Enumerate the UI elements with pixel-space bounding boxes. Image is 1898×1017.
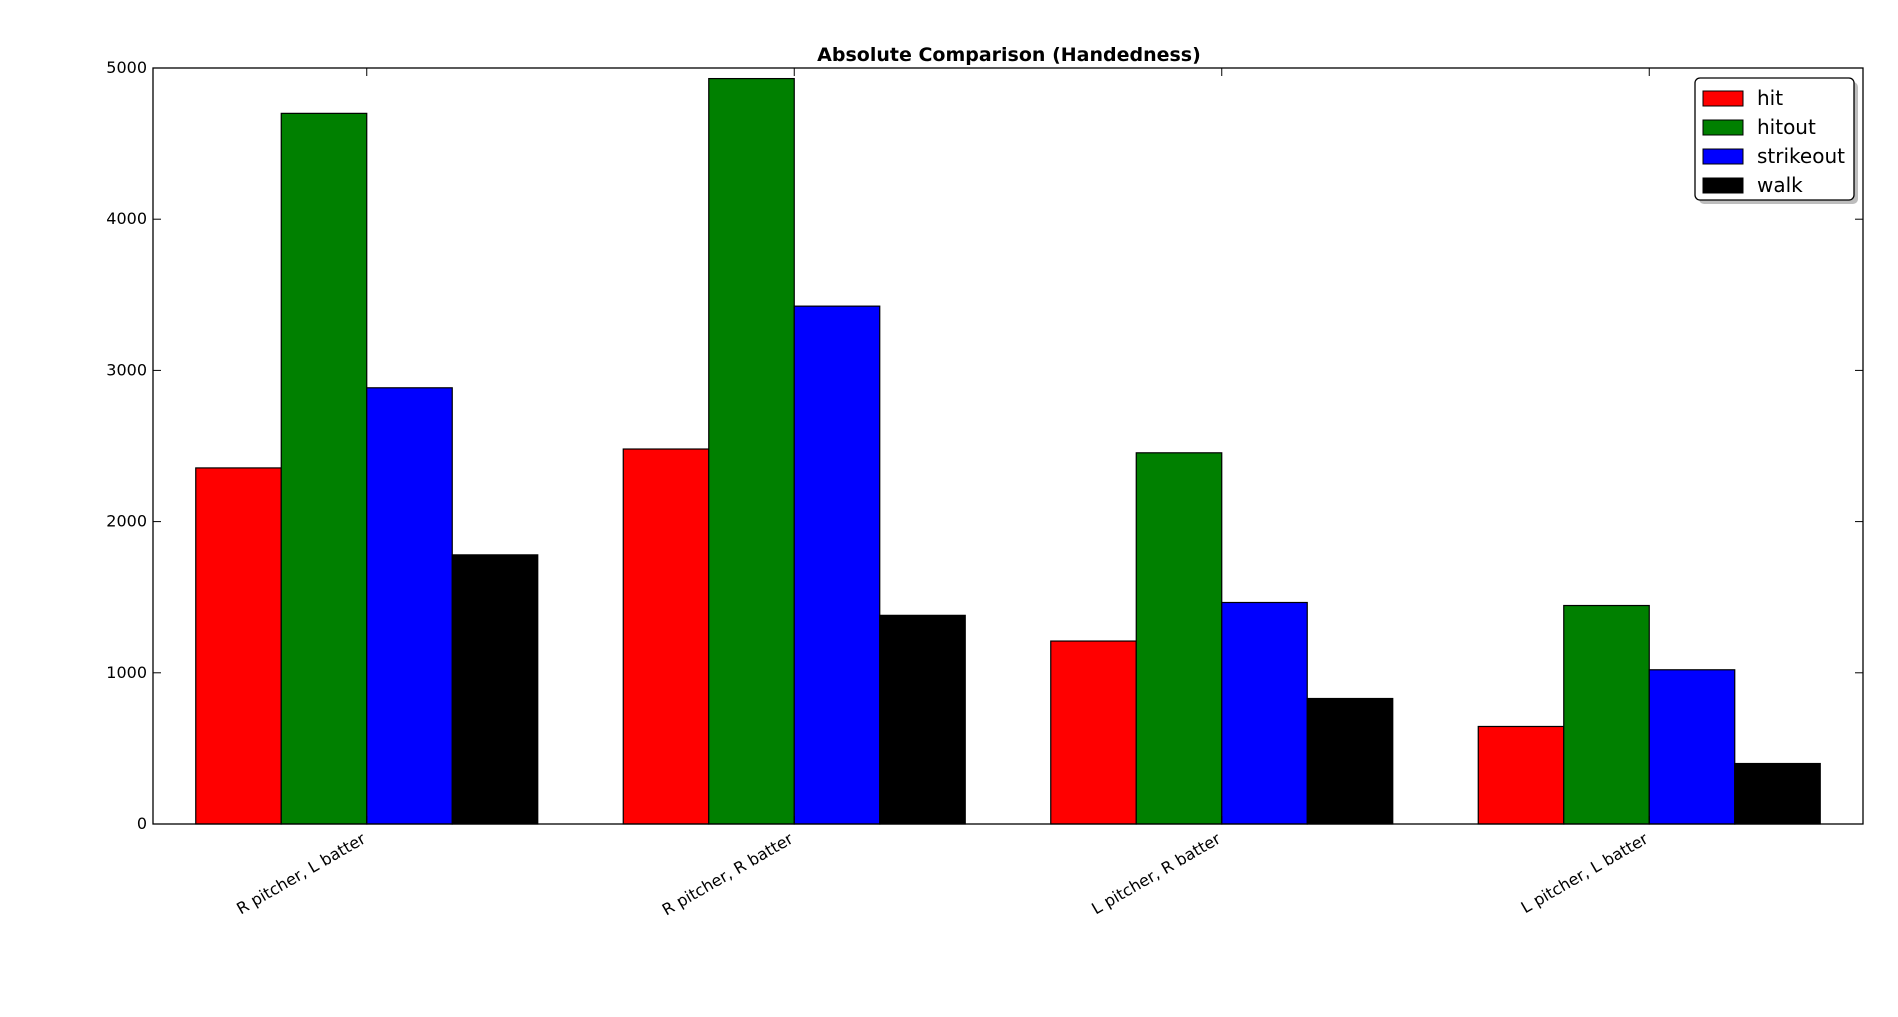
plot-frame bbox=[152, 67, 1864, 825]
bars-layer bbox=[195, 77, 1821, 825]
bar-hit-2 bbox=[622, 448, 710, 825]
y-tick-label: 5000 bbox=[106, 58, 147, 77]
bar-strikeout-3 bbox=[1221, 601, 1308, 825]
legend-swatch-walk bbox=[1702, 177, 1744, 194]
bar-hitout-4 bbox=[1563, 604, 1650, 825]
y-tick-label: 2000 bbox=[106, 512, 147, 531]
bar-walk-4 bbox=[1734, 762, 1821, 825]
y-tick-label: 1000 bbox=[106, 663, 147, 682]
y-tick-label: 0 bbox=[137, 814, 147, 833]
y-tick-label: 3000 bbox=[106, 360, 147, 379]
bar-strikeout-1 bbox=[366, 387, 453, 825]
legend-label-hitout: hitout bbox=[1757, 115, 1816, 139]
chart-title: Absolute Comparison (Handedness) bbox=[817, 44, 1201, 66]
bar-walk-1 bbox=[451, 554, 539, 825]
bar-strikeout-4 bbox=[1648, 669, 1736, 825]
legend-label-walk: walk bbox=[1757, 173, 1803, 197]
y-tick-label: 4000 bbox=[106, 209, 147, 228]
legend-swatch-hitout bbox=[1702, 119, 1744, 136]
legend-box bbox=[1694, 77, 1855, 201]
bar-hit-3 bbox=[1050, 640, 1137, 825]
bar-strikeout-2 bbox=[793, 305, 881, 825]
legend-swatch-strikeout bbox=[1702, 148, 1744, 165]
legend-label-strikeout: strikeout bbox=[1757, 144, 1845, 168]
bar-hitout-3 bbox=[1135, 452, 1223, 825]
legend-swatch-hit bbox=[1702, 90, 1744, 107]
bar-walk-3 bbox=[1306, 697, 1394, 825]
legend: hit hitout strikeout walk bbox=[1694, 77, 1858, 204]
bar-hit-1 bbox=[195, 467, 282, 825]
bar-hitout-1 bbox=[280, 112, 368, 825]
bar-walk-2 bbox=[879, 614, 966, 825]
bar-hit-4 bbox=[1477, 725, 1565, 825]
bar-hitout-2 bbox=[708, 77, 795, 825]
legend-label-hit: hit bbox=[1757, 86, 1783, 110]
